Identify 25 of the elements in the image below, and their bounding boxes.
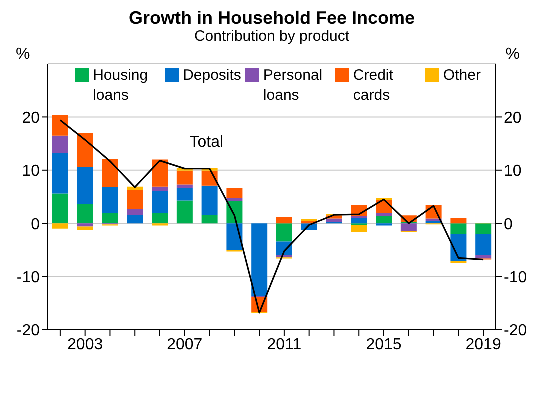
legend-label: Personal loans bbox=[263, 66, 324, 106]
y-tick-label: 0 bbox=[31, 216, 40, 234]
x-tick-label: 2007 bbox=[167, 336, 203, 354]
legend-label: Housing loans bbox=[93, 66, 150, 106]
legend-label: Deposits bbox=[183, 66, 242, 86]
y2-tick-label: 0 bbox=[504, 216, 513, 234]
x-tick-label: 2003 bbox=[68, 336, 104, 354]
y-tick-label: 20 bbox=[22, 110, 40, 127]
chart-subtitle: Contribution by product bbox=[193, 28, 351, 46]
x-tick-label: 2019 bbox=[466, 336, 502, 354]
y-tick-label: -20 bbox=[16, 322, 40, 340]
x-tick-label: 2011 bbox=[267, 336, 302, 354]
legend-label: Credit cards bbox=[353, 66, 394, 106]
y2-tick-label: -20 bbox=[504, 322, 528, 340]
y2-tick-label: -10 bbox=[504, 269, 528, 286]
y-tick-label: -10 bbox=[16, 269, 40, 286]
y2-tick-label: 10 bbox=[504, 163, 522, 180]
y2-axis-title: % bbox=[506, 46, 520, 64]
y-tick-label: 10 bbox=[22, 163, 40, 180]
x-tick-label: 2015 bbox=[366, 336, 402, 354]
legend-label: Other bbox=[443, 66, 481, 86]
series-label: Total bbox=[190, 134, 224, 151]
y2-tick-label: 20 bbox=[504, 110, 522, 127]
chart-title: Growth in Household Fee Income bbox=[128, 8, 416, 28]
y-axis-title: % bbox=[16, 46, 30, 64]
